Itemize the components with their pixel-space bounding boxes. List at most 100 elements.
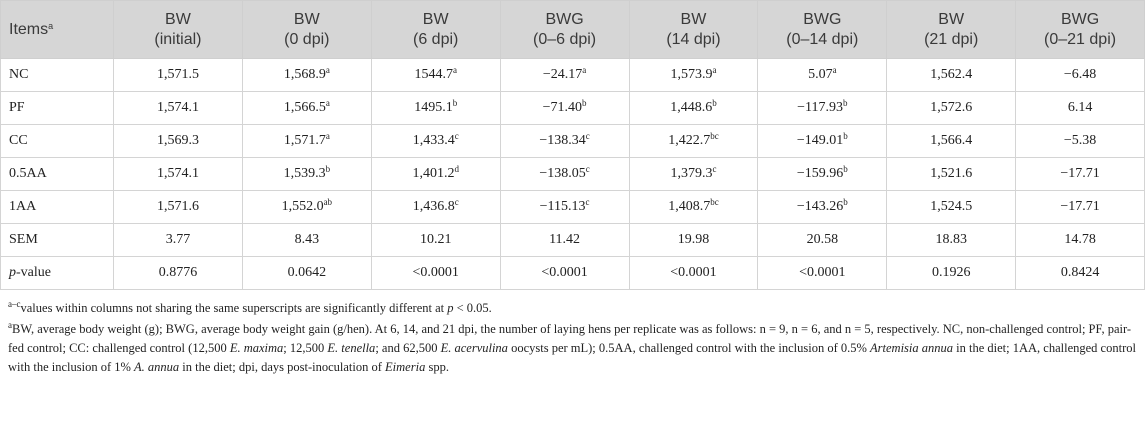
header-cell: BWG (0–21 dpi) [1015,0,1145,59]
table-cell: 1,433.4c [370,124,501,158]
superscript: b [843,98,848,108]
table-cell: 8.43 [241,223,372,257]
cell-text: <0.0001 [799,265,846,280]
table-cell: 18.83 [886,223,1017,257]
text-run: 1,552.0 [281,199,324,214]
header-detail: (initial) [154,30,202,48]
table-cell: −143.26b [757,190,888,224]
table-row: CC 1,569.3 1,571.7a 1,433.4c −138.34c 1,422.7… [0,124,1145,158]
header-cell: Itemsa [0,0,114,59]
cell-text: 1,571.6 [156,199,199,214]
text-run: 1,539.3 [283,166,326,181]
table-cell: 1,574.1 [113,157,243,191]
text-run: in the diet; dpi, days post-inoculation … [179,360,386,374]
text-run: −143.26 [796,199,844,214]
header-cell: BW (6 dpi) [370,0,501,59]
table-cell: <0.0001 [499,256,630,290]
header-name: BWG [545,10,584,28]
header-name: BW [938,10,965,28]
text-run: ; and 62,500 [375,341,441,355]
cell-text: 0.5AA [9,166,47,181]
header-row: Itemsa BW (initial) BW (0 dpi) BW (6 dpi) BWG (0… [0,0,1145,59]
table-cell: −17.71 [1015,157,1145,191]
text-run: oocysts per mL); 0.5AA, challenged contr… [507,341,871,355]
table-cell: 3.77 [113,223,243,257]
cell-text: 19.98 [677,232,710,247]
header-detail: (0 dpi) [284,30,330,48]
cell-text: 0.0642 [287,265,327,280]
table-row: PF 1,574.1 1,566.5a 1495.1b −71.40b 1,448.6b −… [0,91,1145,125]
table-cell: 1,379.3c [628,157,759,191]
table-body: NC 1,571.5 1,568.9a 1544.7a −24.17a 1,573.9a 5… [0,58,1145,290]
text-run: −24.17 [542,67,583,82]
text-run: 1,408.7 [668,199,711,214]
superscript: b [452,98,458,108]
table-cell: 1,401.2d [370,157,501,191]
text-run: BW, average body weight (g); BWG, averag… [8,322,1132,355]
header-detail: (0–21 dpi) [1044,30,1117,48]
table-cell: 1,571.7a [241,124,372,158]
header-cell: BW (14 dpi) [628,0,759,59]
table-cell: 0.8776 [113,256,243,290]
table-cell: 1,408.7bc [628,190,759,224]
row-label: PF [0,91,114,125]
table-cell: 0.1926 [886,256,1017,290]
superscript: a–c [8,299,21,309]
cell-text: 8.43 [294,232,320,247]
cell-text: 20.58 [806,232,839,247]
text-run: Artemisia annua [870,341,954,355]
cell-text: 6.14 [1067,100,1093,115]
table-cell: 0.0642 [241,256,372,290]
superscript: c [585,164,590,174]
table-cell: 1,524.5 [886,190,1017,224]
cell-text: 3.77 [165,232,191,247]
table-cell: <0.0001 [628,256,759,290]
text-run: 1,436.8 [412,199,455,214]
text-run: A. annua [134,360,180,374]
cell-text: −5.38 [1063,133,1097,148]
table-cell: 1,574.1 [113,91,243,125]
cell-text: 0.8776 [158,265,198,280]
footnotes: a–cvalues within columns not sharing the… [0,290,1145,377]
row-label: 0.5AA [0,157,114,191]
header-cell: BW (21 dpi) [886,0,1017,59]
cell-text: 18.83 [935,232,967,247]
table-cell: 0.8424 [1015,256,1145,290]
table-cell: 1,521.6 [886,157,1017,191]
table-cell: 1,562.4 [886,58,1017,92]
superscript: a [325,98,330,108]
table-cell: 1,566.5a [241,91,372,125]
text-run: p [9,265,16,280]
header-detail: (6 dpi) [413,30,459,48]
text-run: Eimeria [385,360,426,374]
cell-text: 1,524.5 [930,199,973,214]
table-cell: 20.58 [757,223,888,257]
table-cell: 1,539.3b [241,157,372,191]
text-run: 1,571.7 [283,133,326,148]
row-label: p-value [0,256,114,290]
header-detail: (0–14 dpi) [786,30,859,48]
table-cell: −115.13c [499,190,630,224]
text-run: 1,379.3 [670,166,713,181]
table-cell: 1,448.6b [628,91,759,125]
text-run: in the diet; 1AA, challenged control wit… [8,341,1136,374]
superscript: b [582,98,587,108]
text-run: E. maxima [229,341,284,355]
header-detail: (21 dpi) [924,30,979,48]
table-row: 1AA 1,571.6 1,552.0ab 1,436.8c −115.13c 1,408… [0,190,1145,224]
header-name: BW [680,10,707,28]
cell-text: −6.48 [1063,67,1097,82]
table-cell: −17.71 [1015,190,1145,224]
text-run: 1,422.7 [668,133,711,148]
cell-text: PF [9,100,25,115]
header-name: BW [165,10,191,28]
cell-text: NC [9,67,29,82]
superscript: bc [710,131,719,141]
table-row: p-value 0.8776 0.0642 <0.0001 <0.0001 <0.0001… [0,256,1145,290]
cell-text: SEM [9,232,38,247]
table-cell: −159.96b [757,157,888,191]
text-run: E. tenella [327,341,376,355]
superscript: b [843,197,848,207]
text-run: 1544.7 [414,67,453,82]
cell-text: 14.78 [1064,232,1096,247]
